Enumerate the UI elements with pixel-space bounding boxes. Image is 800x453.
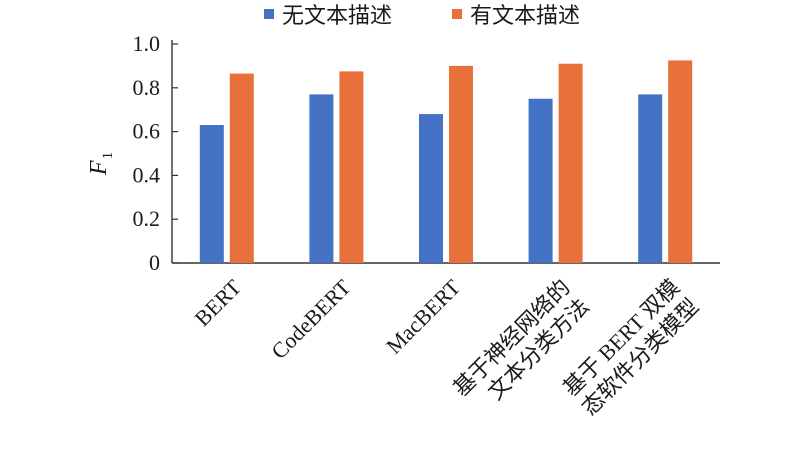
bars <box>199 60 693 264</box>
bar-with-description <box>668 60 693 263</box>
bar-without-description <box>309 94 334 264</box>
axes: 0 0.2 0.4 0.6 0.8 1.0 <box>133 31 720 275</box>
category-label: BERT <box>189 274 246 331</box>
y-tick-label: 0 <box>149 250 160 275</box>
bar-with-description <box>339 71 364 263</box>
y-axis-title-main: F <box>86 160 112 176</box>
y-axis-title: F1 <box>86 152 116 176</box>
bar-without-description <box>419 114 443 263</box>
bar-without-description <box>199 125 224 263</box>
y-axis-label: F1 <box>86 152 116 176</box>
category-label-line: BERT <box>189 274 246 331</box>
legend: 无文本描述 有文本描述 <box>264 3 580 28</box>
bar-with-description <box>229 73 254 263</box>
y-tick-label: 0.2 <box>133 206 161 231</box>
legend-swatch <box>452 9 462 19</box>
y-tick-label: 0.6 <box>133 119 161 144</box>
y-axis-title-sub: 1 <box>100 152 116 160</box>
legend-label: 有文本描述 <box>470 3 580 28</box>
category-label-line: MacBERT <box>381 274 466 359</box>
legend-swatch <box>264 9 274 19</box>
y-tick-label: 1.0 <box>133 31 161 56</box>
bar-without-description <box>528 98 553 263</box>
y-tick-label: 0.8 <box>133 75 161 100</box>
y-tick-label: 0.4 <box>133 162 161 187</box>
bar-with-description <box>558 63 583 264</box>
bar-with-description <box>449 65 473 264</box>
legend-label: 无文本描述 <box>282 3 392 28</box>
bar-without-description <box>638 94 663 264</box>
category-label: MacBERT <box>381 274 466 359</box>
y-axis-title-text: F1 <box>86 152 116 176</box>
category-label-line: CodeBERT <box>266 274 356 364</box>
category-label: CodeBERT <box>266 274 356 364</box>
